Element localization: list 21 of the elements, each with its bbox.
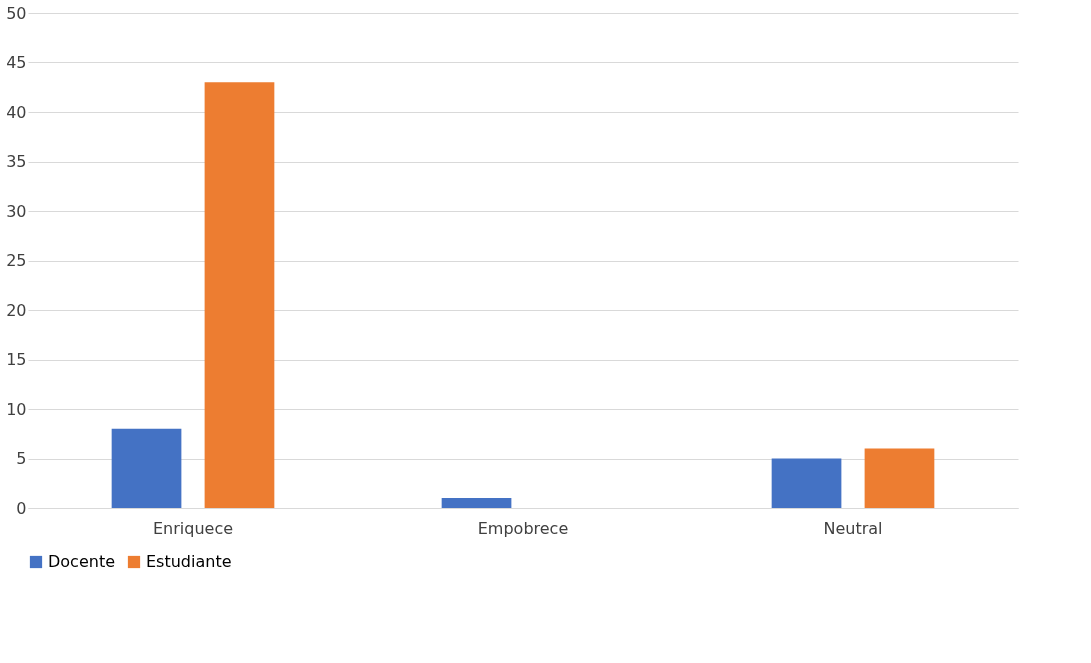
bar <box>771 458 842 508</box>
x-tick-label: Neutral <box>823 518 883 538</box>
bar <box>204 82 275 508</box>
y-tick-label: 20 <box>6 300 27 320</box>
x-tick-label: Empobrece <box>477 518 569 538</box>
y-tick-label: 35 <box>6 152 27 171</box>
y-tick-label: 0 <box>16 498 27 518</box>
y-tick-label: 15 <box>6 350 27 369</box>
legend-label: Docente <box>48 552 116 571</box>
bar <box>111 428 182 508</box>
y-tick-label: 5 <box>16 449 27 468</box>
bar <box>864 448 935 508</box>
y-tick-label: 45 <box>6 53 27 72</box>
y-tick-label: 30 <box>6 201 27 221</box>
y-tick-label: 25 <box>6 251 27 270</box>
y-tick-label: 40 <box>6 102 27 122</box>
bar <box>441 498 512 508</box>
x-tick-label: Enriquece <box>152 518 234 538</box>
y-tick-label: 10 <box>6 399 27 419</box>
y-tick-label: 50 <box>6 3 27 23</box>
legend-label: Estudiante <box>146 552 232 571</box>
